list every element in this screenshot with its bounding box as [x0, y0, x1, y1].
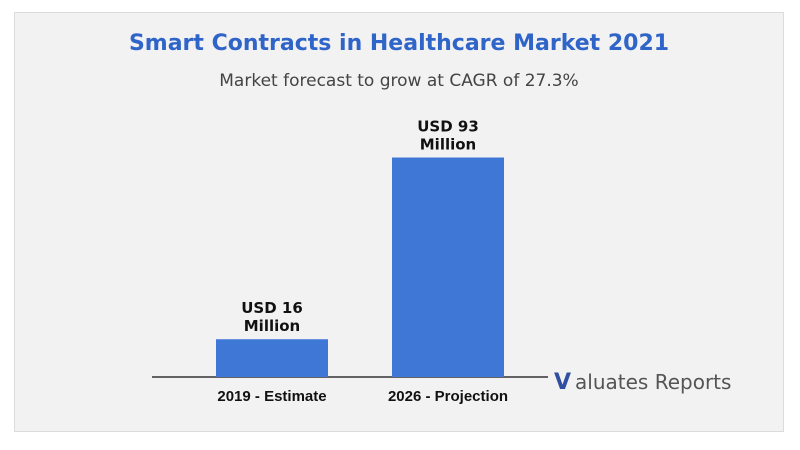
data-label-1-line-1: USD 16 [241, 299, 303, 317]
data-label-2-line-1: USD 93 [417, 118, 479, 136]
brand-v-icon: V [554, 370, 572, 395]
x-tick-label-2: 2026 - Projection [388, 388, 508, 405]
chart-subtitle: Market forecast to grow at CAGR of 27.3% [219, 71, 579, 91]
x-tick-label-1: 2019 - Estimate [217, 388, 326, 405]
data-label-2-line-2: Million [420, 136, 476, 154]
brand-suffix: Reports [654, 370, 732, 394]
data-label-1-line-2: Million [244, 317, 300, 335]
chart-title: Smart Contracts in Healthcare Market 202… [128, 31, 670, 56]
bar-1 [216, 339, 328, 377]
brand-name: aluates [575, 370, 649, 394]
bar-2 [392, 157, 504, 377]
